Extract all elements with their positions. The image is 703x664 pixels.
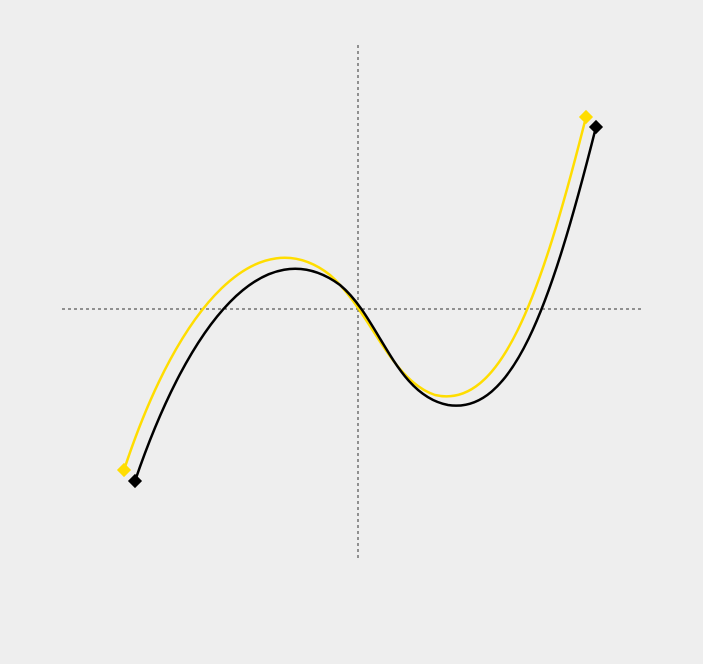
yellow-curve-start-marker[interactable] bbox=[116, 462, 132, 478]
yellow-curve-end-marker[interactable] bbox=[578, 109, 594, 125]
black-curve-start-marker[interactable] bbox=[127, 473, 143, 489]
black-curve bbox=[133, 126, 598, 482]
yellow-curve bbox=[122, 116, 588, 471]
black-curve-end-marker[interactable] bbox=[588, 119, 604, 135]
